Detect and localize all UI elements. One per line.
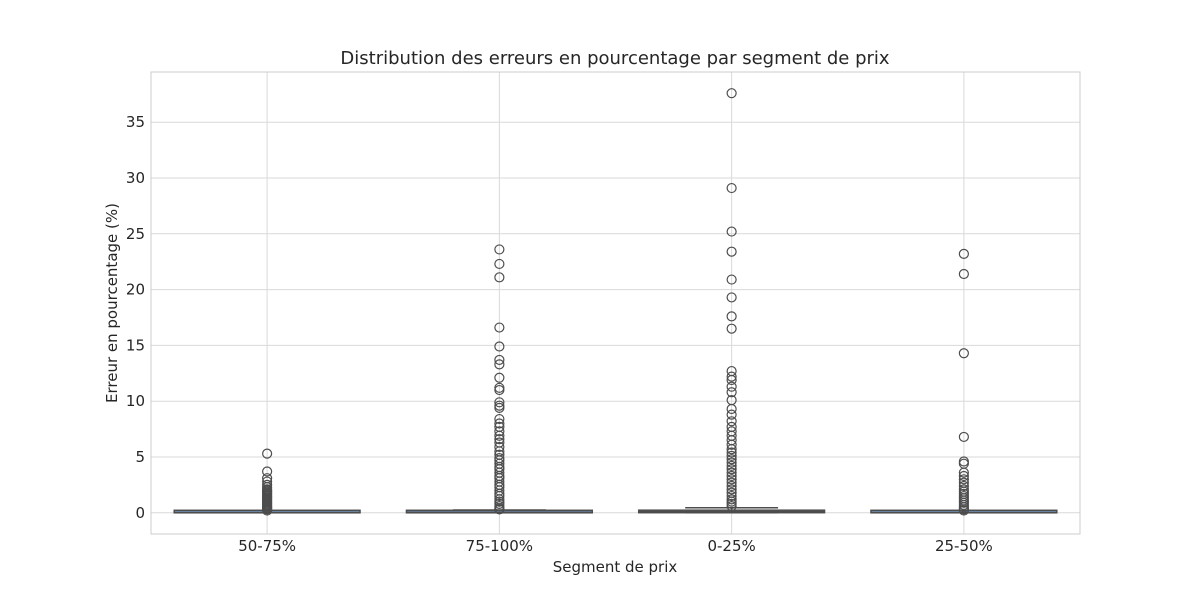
outlier-point [494, 258, 505, 270]
outlier-point [726, 439, 737, 450]
outlier-point [494, 322, 505, 333]
outlier-point [726, 226, 737, 237]
outlier-point [726, 274, 737, 285]
outlier-point [726, 403, 737, 415]
outlier-point [494, 244, 505, 255]
outlier-point [958, 480, 969, 492]
outlier-point [726, 311, 737, 322]
outlier-point [726, 381, 737, 392]
y-tick-label: 35 [126, 113, 145, 131]
outlier-point [726, 374, 737, 386]
outlier-point [958, 431, 969, 443]
outlier-point [726, 292, 737, 303]
outlier-point [726, 460, 737, 472]
box-group [637, 88, 826, 514]
outlier-point [726, 323, 737, 334]
boxes [173, 88, 1058, 516]
plot-frame [150, 71, 1081, 535]
outlier-point [494, 384, 505, 396]
outlier-point [726, 371, 737, 382]
outlier-point [494, 341, 505, 352]
y-tick-label: 15 [126, 336, 145, 354]
y-tick-label: 30 [126, 169, 145, 187]
chart-title: Distribution des erreurs en pourcentage … [340, 48, 890, 69]
box-group [405, 244, 594, 515]
outlier-point [958, 467, 969, 478]
outlier-point [494, 441, 505, 453]
outlier-point [726, 447, 737, 458]
outlier-point [494, 490, 505, 502]
outlier-point [726, 416, 737, 427]
outlier-point [726, 409, 737, 420]
outlier-point [726, 477, 737, 488]
outlier-point [726, 387, 737, 398]
outlier-point [726, 457, 737, 468]
outlier-point [726, 480, 737, 492]
outlier-point [494, 413, 505, 425]
outlier-point [726, 182, 737, 194]
outlier-point [262, 448, 273, 459]
outlier-point [726, 467, 737, 478]
outlier-point [726, 246, 737, 257]
outlier-point [494, 272, 505, 283]
outlier-point [726, 450, 737, 461]
outlier-point [494, 426, 505, 437]
outlier-point [726, 88, 737, 99]
y-axis-label: Erreur en pourcentage (%) [103, 203, 121, 403]
y-tick-label: 20 [126, 281, 145, 299]
grid-lines [151, 72, 1080, 534]
outlier-point [958, 474, 969, 485]
y-tick-label: 0 [135, 504, 145, 522]
tick-labels: 0 5 10 15 20 25 30 35 50-75% 75-100% 0-25% 25-50% [126, 113, 993, 555]
y-tick-label: 10 [126, 392, 145, 410]
outlier-point [262, 466, 273, 477]
box-group [173, 448, 361, 516]
outlier-point [494, 397, 505, 408]
outlier-point [494, 418, 505, 429]
outlier-point [494, 504, 505, 515]
outlier-point [494, 430, 505, 441]
outlier-point [494, 354, 505, 366]
outlier-point [494, 359, 505, 370]
box-group [870, 248, 1058, 516]
outlier-point [958, 470, 969, 482]
outlier-point [726, 484, 737, 495]
outlier-point [726, 490, 737, 502]
x-tick-label: 0-25% [707, 537, 755, 555]
outlier-point [726, 470, 737, 482]
x-tick-label: 75-100% [466, 537, 533, 555]
outlier-point [726, 454, 737, 465]
outlier-point [726, 501, 737, 512]
outlier-point [494, 372, 505, 383]
outlier-point [958, 248, 969, 259]
outlier-point [262, 505, 273, 516]
outlier-point [726, 474, 737, 485]
y-tick-label: 25 [126, 225, 145, 243]
outlier-point [726, 464, 737, 475]
outlier-point [958, 268, 969, 280]
x-tick-label: 25-50% [935, 537, 993, 555]
outlier-point [726, 444, 737, 455]
outlier-point [958, 348, 969, 359]
outlier-point [958, 505, 969, 516]
outlier-point [494, 402, 505, 413]
y-tick-label: 5 [135, 448, 145, 466]
outlier-point [494, 434, 505, 445]
x-tick-label: 50-75% [238, 537, 296, 555]
x-axis-label: Segment de prix [553, 558, 678, 576]
